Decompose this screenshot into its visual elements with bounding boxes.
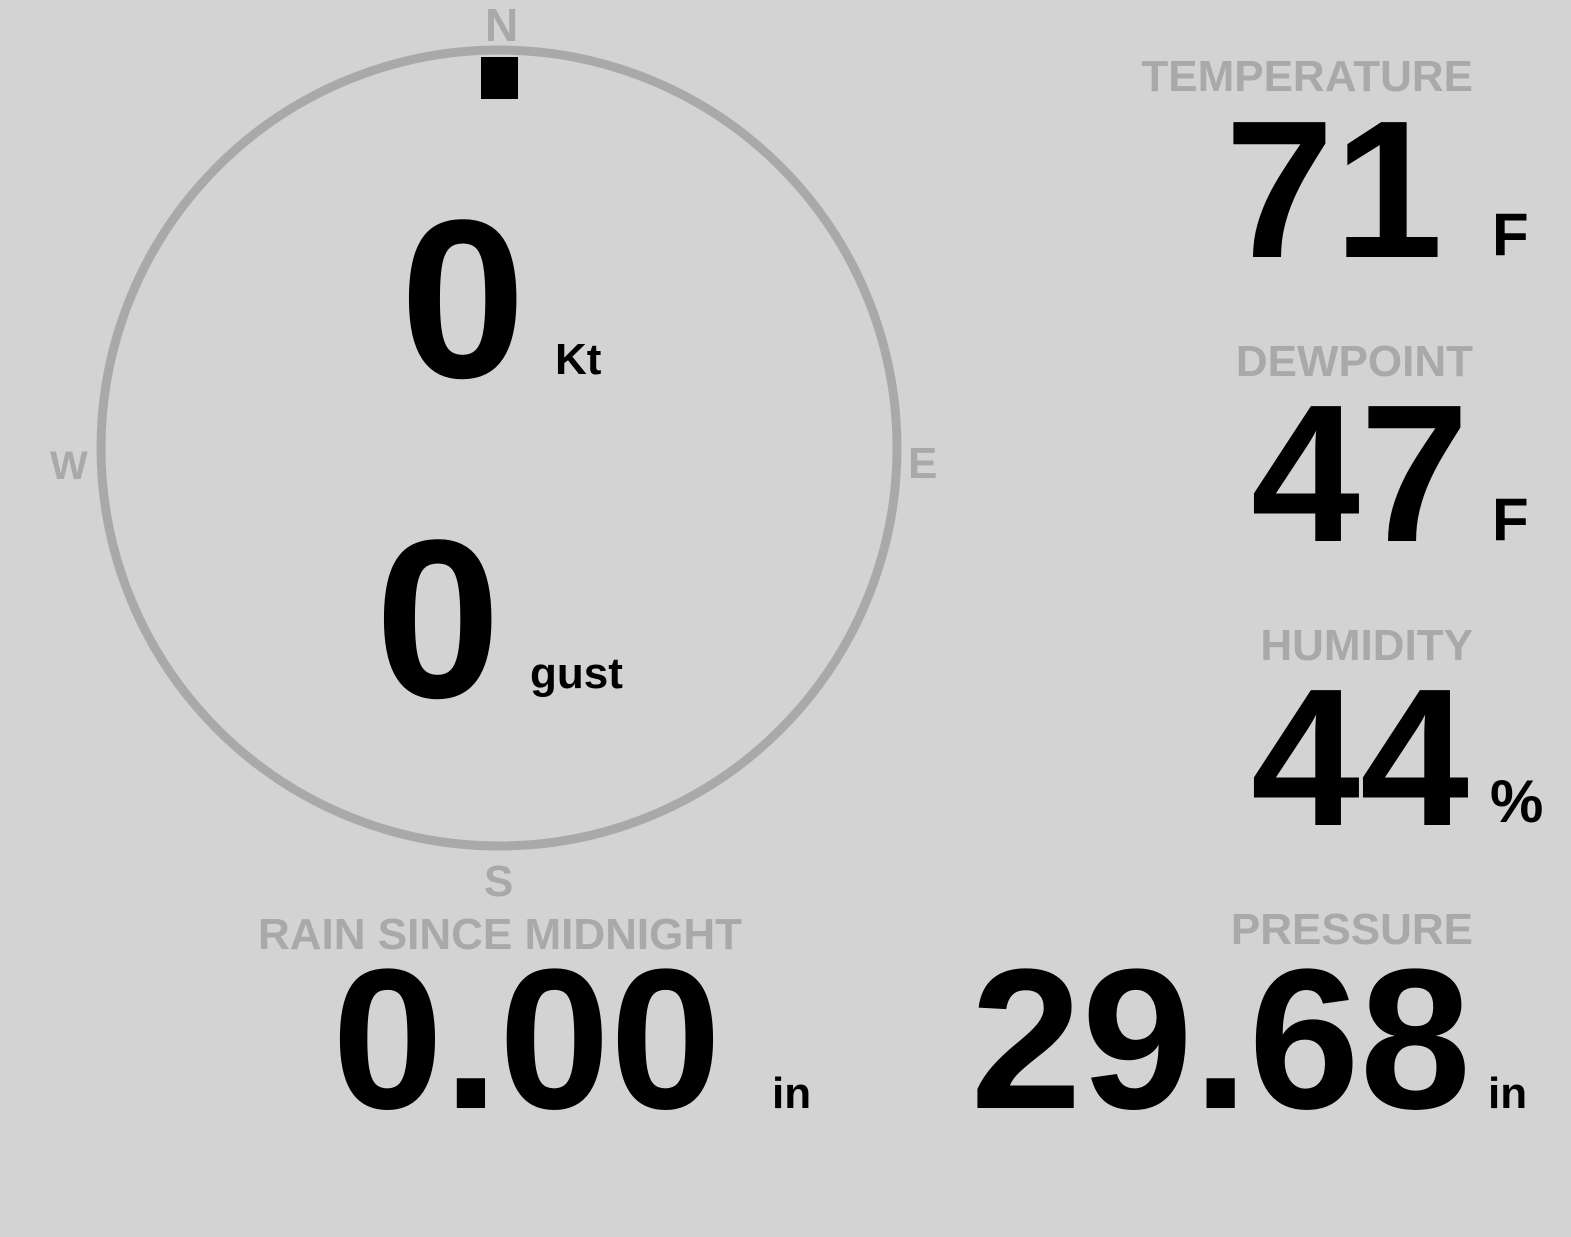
- dewpoint-unit: F: [1492, 486, 1529, 553]
- wind-gust-unit: gust: [530, 649, 623, 698]
- rain-unit: in: [772, 1069, 812, 1118]
- temperature-card: TEMPERATURE: [1141, 55, 1473, 99]
- humidity-card: HUMIDITY: [1260, 624, 1473, 668]
- dewpoint-label: DEWPOINT: [1235, 337, 1473, 386]
- compass-dial: [96, 45, 902, 851]
- compass-east: E: [908, 439, 938, 488]
- humidity-value: 44: [1250, 648, 1469, 867]
- temperature-unit: F: [1492, 201, 1529, 268]
- wind-speed-unit: Kt: [555, 335, 602, 384]
- rain-label: RAIN SINCE MIDNIGHT: [258, 910, 742, 959]
- dewpoint-value: 47: [1250, 364, 1469, 583]
- compass-ring: [96, 45, 902, 851]
- compass-west: W: [50, 444, 88, 488]
- humidity-label: HUMIDITY: [1260, 621, 1473, 670]
- compass-south: S: [484, 857, 514, 906]
- wind-speed-value: 0: [400, 172, 526, 425]
- humidity-unit: %: [1490, 768, 1544, 835]
- pressure-card: PRESSURE: [1231, 908, 1473, 952]
- wind-direction-marker: [481, 57, 518, 99]
- wind-gust-value: 0: [375, 492, 501, 745]
- rain-value: 0.00: [332, 928, 722, 1151]
- compass-north: N: [485, 0, 519, 51]
- temperature-label: TEMPERATURE: [1141, 52, 1473, 101]
- pressure-value: 29.68: [970, 928, 1472, 1151]
- dewpoint-card: DEWPOINT: [1236, 340, 1473, 384]
- temperature-value: 71: [1224, 80, 1443, 299]
- pressure-unit: in: [1488, 1069, 1528, 1118]
- pressure-label: PRESSURE: [1230, 905, 1473, 954]
